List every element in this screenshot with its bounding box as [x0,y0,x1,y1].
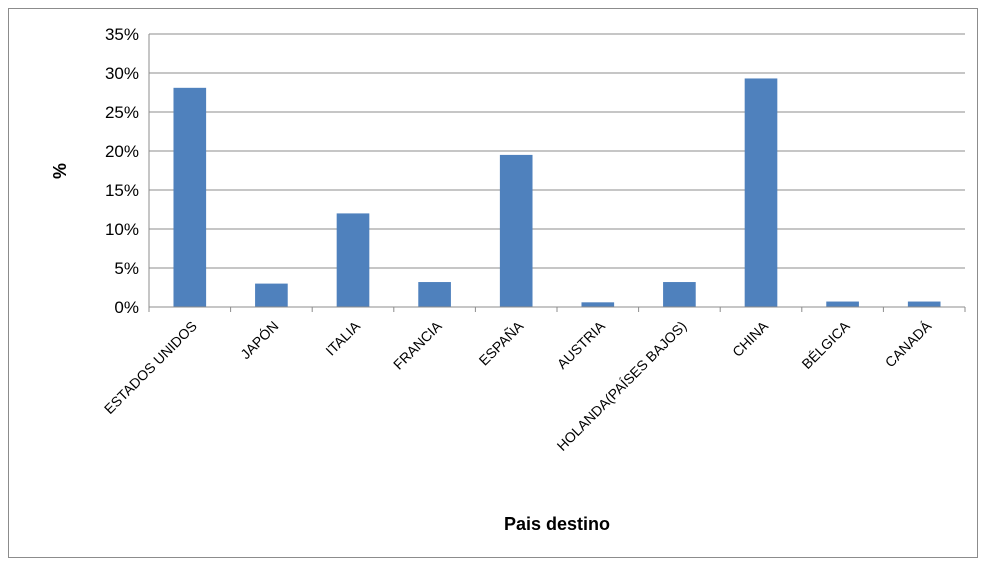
y-tick-label: 35% [105,25,139,44]
y-tick-label: 30% [105,64,139,83]
y-tick-labels: 0% 5% 10% 15% 20% 25% 30% 35% [105,25,139,317]
y-tick-label: 15% [105,181,139,200]
x-tick-label: JAPÓN [237,318,281,362]
bar [255,283,288,307]
chart-frame [8,8,978,558]
bar [336,213,370,307]
bar [744,78,778,308]
x-tick-label: ESPAÑA [476,317,527,368]
bar [499,154,533,307]
y-tick-label: 0% [114,298,139,317]
bar [581,302,615,307]
x-tick-label: CHINA [729,317,772,360]
gridlines [149,33,965,269]
y-tick-label: 10% [105,220,139,239]
x-tick-label: FRANCIA [390,317,445,372]
x-tick-label: ITALIA [322,317,363,358]
bar [907,301,941,307]
bar [826,301,859,307]
y-tick-label: 5% [114,259,139,278]
x-tick-label: AUSTRIA [554,317,609,372]
y-tick-label: 20% [105,142,139,161]
bar [663,282,696,307]
bars [173,78,941,308]
y-axis-title: % [50,163,70,179]
bar [173,87,207,307]
x-tick-label: BÉLGICA [798,317,853,372]
x-tick-label: HOLANDA(PAÍSES BAJOS) [554,318,690,454]
x-tick-labels: ESTADOS UNIDOS JAPÓN ITALIA FRANCIA ESPAÑA AU… [101,307,966,454]
bar [418,282,451,307]
x-tick-label: CANADÁ [882,317,935,370]
x-tick-label: ESTADOS UNIDOS [101,318,200,417]
x-axis-title: Pais destino [504,514,610,534]
y-tick-label: 25% [105,103,139,122]
